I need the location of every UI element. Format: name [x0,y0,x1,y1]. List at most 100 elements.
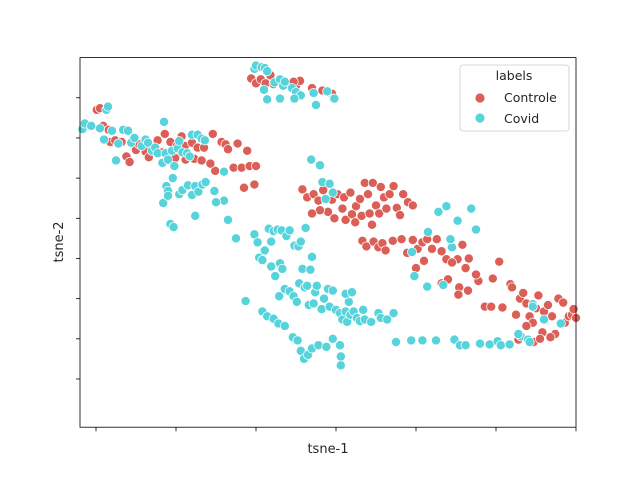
point-controle-109 [436,246,447,257]
point-covid-96 [284,225,295,236]
point-covid-173 [504,339,515,350]
point-covid-4 [99,134,109,145]
point-covid-113 [302,280,313,291]
point-covid-49 [163,190,173,201]
point-covid-99 [295,236,306,247]
point-covid-29 [184,151,195,162]
point-covid-163 [422,281,433,292]
point-controle-115 [460,263,471,274]
point-controle-108 [431,234,442,245]
point-controle-83 [395,210,405,221]
point-covid-101 [307,251,317,262]
point-controle-76 [374,208,385,219]
y-axis-label: tsne-2 [52,221,67,262]
point-covid-13 [129,132,140,143]
point-controle-38 [249,179,260,190]
point-covid-186 [433,206,444,217]
point-covid-3 [95,123,105,134]
point-covid-80 [306,154,317,165]
point-controle-33 [232,138,243,149]
point-controle-79 [381,203,392,214]
point-covid-76 [315,160,325,171]
point-covid-159 [335,360,346,371]
point-covid-65 [279,76,290,87]
point-covid-87 [257,255,268,266]
point-covid-55 [211,197,221,208]
point-controle-99 [396,234,407,245]
point-controle-81 [388,181,399,192]
point-controle-154 [497,302,508,313]
point-controle-39 [251,161,261,172]
point-controle-90 [350,217,361,228]
point-covid-102 [266,261,277,272]
point-covid-160 [391,337,401,348]
point-covid-71 [329,93,340,104]
point-covid-168 [460,340,471,351]
point-covid-69 [308,87,319,98]
point-controle-150 [545,332,556,343]
point-covid-123 [327,285,338,296]
legend-title: labels [496,68,533,83]
point-controle-27 [207,128,218,139]
point-covid-34 [159,116,169,127]
legend-marker-controle [474,92,486,104]
point-covid-33 [199,135,210,146]
x-ticks [95,427,577,432]
point-controle-80 [384,189,395,200]
point-covid-104 [274,291,285,302]
point-covid-45 [200,177,211,188]
point-controle-113 [457,239,468,250]
point-covid-184 [431,335,441,346]
point-covid-157 [335,340,345,351]
point-controle-25 [196,155,207,166]
point-controle-91 [367,219,377,230]
point-controle-34 [236,162,247,173]
point-covid-73 [289,93,300,104]
point-controle-105 [419,255,429,266]
point-covid-37 [167,173,178,184]
point-covid-161 [407,247,417,258]
point-controle-140 [543,300,553,311]
point-controle-31 [223,144,233,155]
point-controle-8 [124,157,135,168]
point-covid-189 [452,215,463,226]
point-covid-188 [441,201,452,212]
point-covid-79 [327,187,338,198]
point-controle-65 [340,214,351,225]
point-controle-89 [329,213,340,224]
point-controle-125 [487,273,498,284]
point-covid-105 [277,263,288,274]
point-controle-121 [463,285,473,296]
point-covid-26 [174,136,185,147]
point-covid-187 [423,226,433,237]
point-covid-54 [223,214,233,225]
point-controle-35 [239,182,249,193]
point-covid-6 [103,101,113,112]
point-covid-164 [438,280,449,290]
point-covid-88 [259,245,270,256]
point-covid-70 [322,86,333,97]
point-controle-15 [159,128,170,139]
point-controle-151 [535,333,545,344]
point-covid-24 [169,161,180,172]
legend-label-covid: Covid [504,111,539,126]
point-covid-147 [279,320,290,331]
legend-label-controle: Controle [504,90,557,105]
point-covid-158 [335,351,346,362]
point-covid-48 [158,198,169,209]
point-covid-136 [366,316,377,327]
point-covid-165 [447,242,457,253]
plot-frame [79,57,577,428]
point-covid-11 [123,125,133,136]
point-covid-162 [409,271,420,282]
point-covid-8 [111,155,121,166]
point-controle-55 [297,184,308,195]
point-covid-149 [292,335,303,346]
point-covid-134 [358,304,369,315]
point-controle-136 [533,290,544,301]
point-controle-114 [463,253,474,264]
point-controle-84 [398,189,409,200]
point-controle-126 [494,256,505,267]
point-covid-74 [262,94,273,105]
point-covid-120 [319,293,329,304]
